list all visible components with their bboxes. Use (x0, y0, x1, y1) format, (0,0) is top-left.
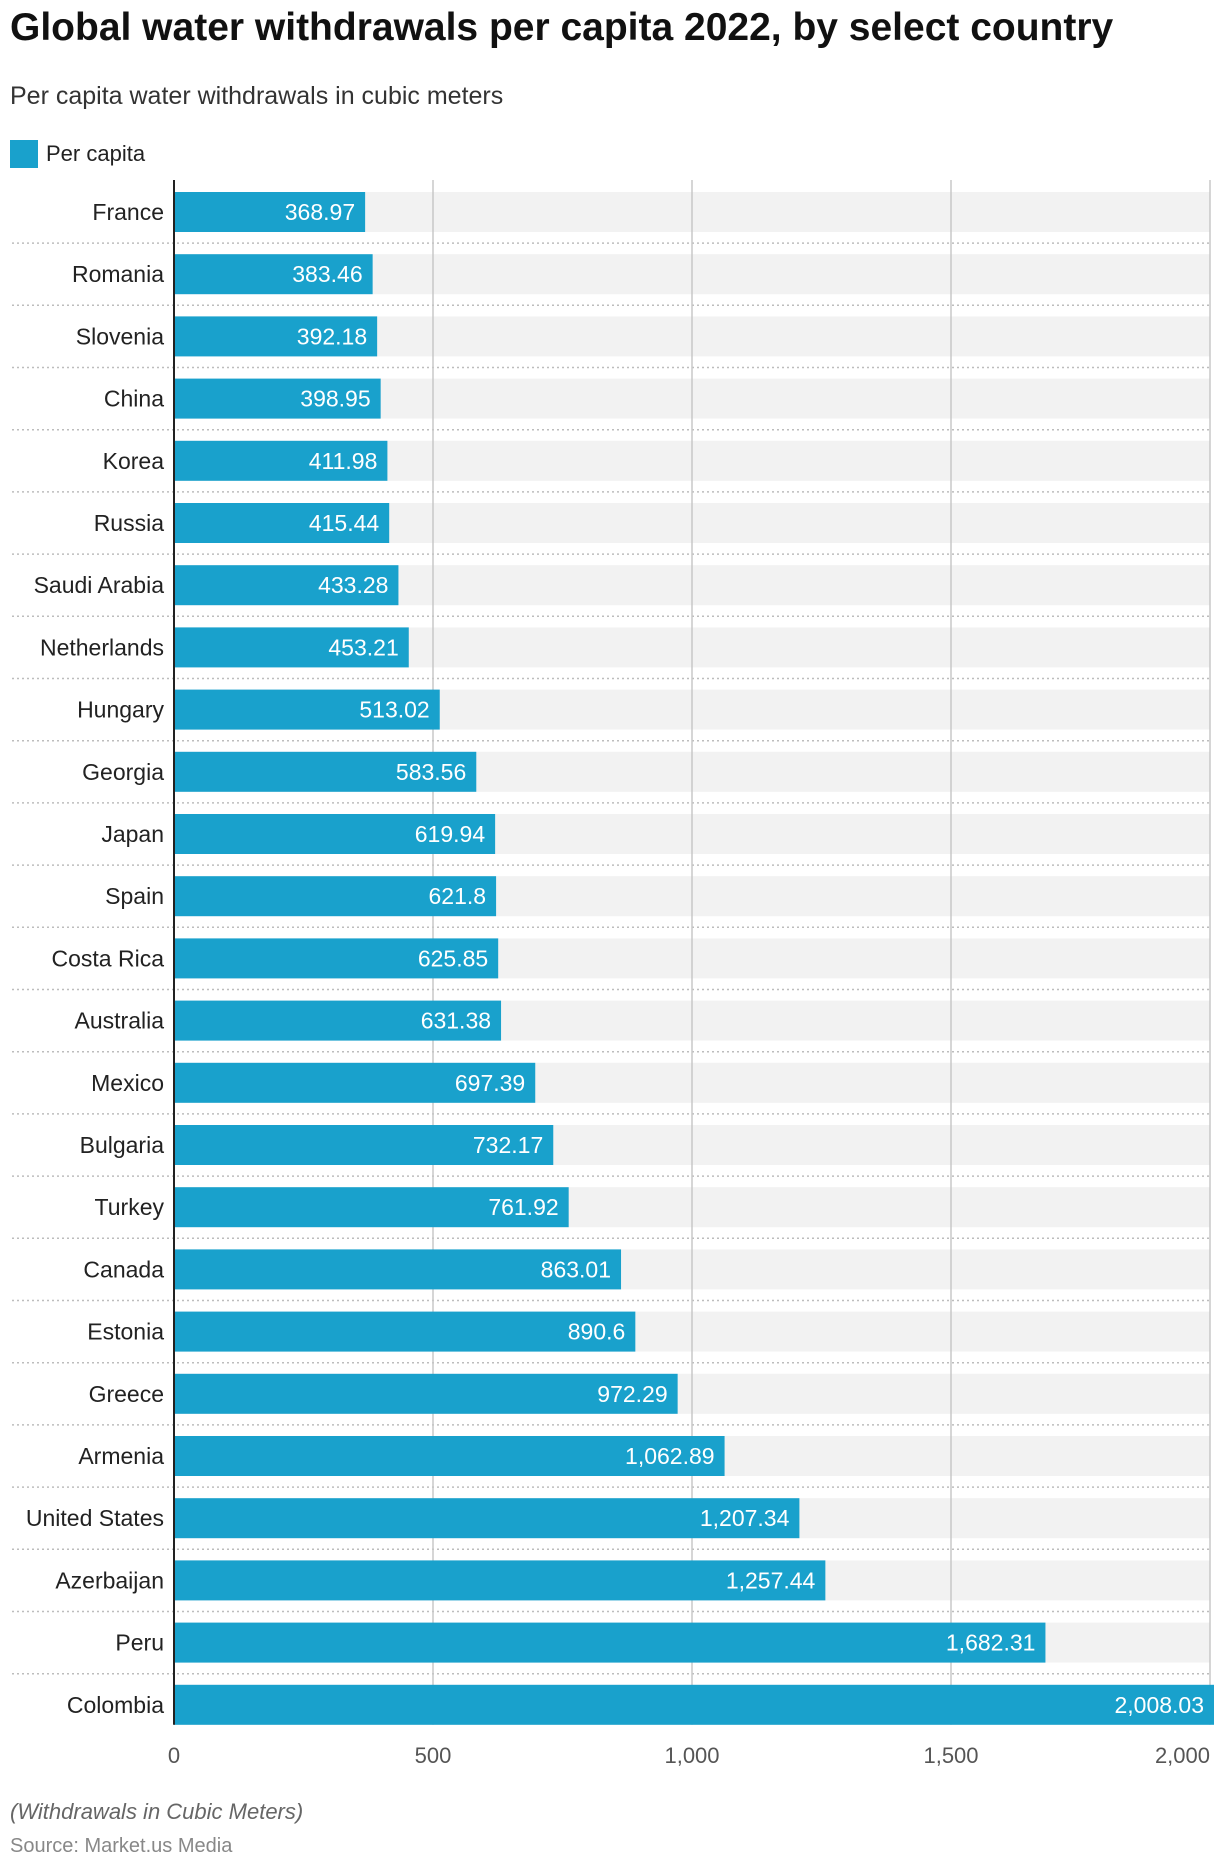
category-label: Korea (103, 448, 165, 474)
category-label: Saudi Arabia (34, 572, 165, 598)
data-label: 392.18 (297, 323, 367, 349)
category-label: Georgia (82, 759, 164, 785)
category-label: Netherlands (40, 634, 164, 660)
chart-subtitle: Per capita water withdrawals in cubic me… (10, 82, 504, 110)
category-label: Colombia (67, 1692, 164, 1718)
bar-chart: 368.97 France 383.46 Romania 392.18 Slovenia 3… (12, 180, 1214, 1768)
bar (174, 1125, 554, 1165)
bar (174, 316, 378, 357)
data-label: 368.97 (285, 199, 355, 225)
bar (174, 1062, 536, 1103)
data-label: 761.92 (488, 1194, 558, 1220)
bar (174, 565, 399, 606)
chart-title: Global water withdrawals per capita 2022… (10, 6, 1114, 49)
category-label: Japan (101, 821, 164, 847)
data-label: 732.17 (473, 1132, 543, 1158)
category-label: Bulgaria (80, 1132, 165, 1158)
bar (174, 1684, 1214, 1725)
data-label: 1,062.89 (625, 1443, 715, 1469)
bar (174, 938, 499, 979)
bar (174, 1249, 622, 1290)
data-label: 383.46 (292, 261, 362, 287)
bar (174, 440, 388, 481)
category-label: Slovenia (76, 323, 164, 349)
data-label: 890.6 (568, 1319, 626, 1345)
category-label: Romania (72, 261, 164, 287)
category-label: Hungary (77, 697, 164, 723)
category-label: Russia (94, 510, 165, 536)
bar (174, 814, 496, 854)
data-label: 433.28 (318, 572, 388, 598)
category-label: Armenia (78, 1443, 164, 1469)
bar (174, 1000, 502, 1041)
data-label: 1,257.44 (726, 1567, 816, 1593)
category-label: France (92, 199, 164, 225)
bar (174, 751, 477, 792)
bar (174, 1311, 636, 1352)
data-label: 1,682.31 (946, 1630, 1036, 1656)
bar (174, 1498, 800, 1539)
data-label: 583.56 (396, 759, 466, 785)
category-label: Mexico (91, 1070, 164, 1096)
data-label: 513.02 (359, 697, 429, 723)
data-label: 453.21 (328, 634, 398, 660)
bar (174, 1436, 725, 1476)
category-label: Peru (115, 1630, 164, 1656)
data-label: 619.94 (415, 821, 486, 847)
category-label: United States (26, 1505, 164, 1531)
legend-swatch (10, 140, 38, 168)
bar (174, 1187, 569, 1228)
data-label: 972.29 (597, 1381, 667, 1407)
bar (174, 1560, 826, 1601)
category-label: Azerbaijan (55, 1567, 164, 1593)
x-tick-label: 1,500 (923, 1743, 978, 1768)
data-label: 2,008.03 (1114, 1692, 1204, 1718)
data-label: 631.38 (421, 1008, 491, 1034)
category-label: Canada (83, 1256, 164, 1282)
bar (174, 503, 390, 543)
chart-source: Source: Market.us Media (10, 1835, 233, 1857)
data-label: 398.95 (300, 386, 370, 412)
data-label: 621.8 (429, 883, 487, 909)
x-tick-label: 0 (168, 1743, 180, 1768)
legend: Per capita (10, 140, 145, 168)
category-label: China (104, 386, 164, 412)
category-label: Turkey (95, 1194, 165, 1220)
bar (174, 1373, 678, 1414)
category-label: Spain (105, 883, 164, 909)
bar (174, 254, 373, 295)
bar (174, 378, 381, 419)
data-label: 1,207.34 (700, 1505, 790, 1531)
chart-footnote: (Withdrawals in Cubic Meters) (10, 1799, 304, 1824)
legend-label: Per capita (46, 141, 146, 166)
category-label: Australia (75, 1008, 165, 1034)
bar (174, 876, 497, 917)
category-label: Greece (89, 1381, 164, 1407)
x-tick-label: 500 (415, 1743, 452, 1768)
data-label: 863.01 (541, 1256, 611, 1282)
data-label: 411.98 (309, 448, 378, 474)
category-label: Estonia (87, 1319, 164, 1345)
x-tick-label: 2,000 (1155, 1743, 1210, 1768)
bar (174, 627, 409, 668)
x-tick-label: 1,000 (664, 1743, 719, 1768)
bar (174, 192, 366, 232)
bar (174, 1622, 1046, 1663)
data-label: 625.85 (418, 945, 488, 971)
data-label: 415.44 (309, 510, 380, 536)
bar (174, 689, 440, 730)
category-label: Costa Rica (52, 945, 165, 971)
data-label: 697.39 (455, 1070, 525, 1096)
